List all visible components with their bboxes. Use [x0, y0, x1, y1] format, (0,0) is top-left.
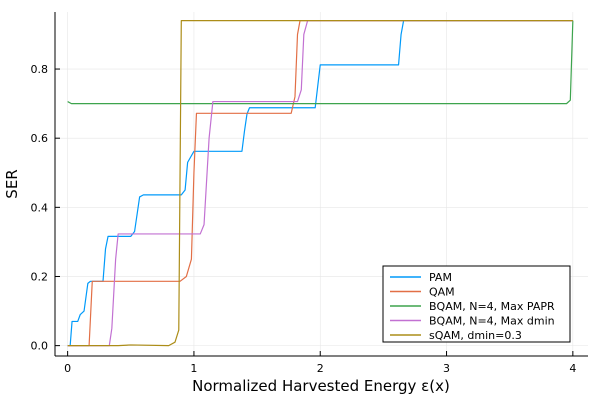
- legend-entry: BQAM, N=4, Max PAPR: [429, 300, 555, 313]
- x-tick-label: 1: [190, 362, 197, 375]
- series-line-bqam-n-4-max-papr: [67, 20, 574, 105]
- legend-entry: sQAM, dmin=0.3: [429, 329, 522, 342]
- x-axis-label: Normalized Harvested Energy ε(x): [192, 377, 450, 395]
- y-tick-label: 0.6: [31, 132, 49, 145]
- x-tick-label: 2: [317, 362, 324, 375]
- series-line-qam: [67, 20, 573, 347]
- y-tick-label: 0.2: [31, 270, 49, 283]
- series-layer: [67, 20, 574, 347]
- y-tick-label: 0.8: [31, 63, 49, 76]
- x-tick-label: 0: [64, 362, 71, 375]
- legend-entry: BQAM, N=4, Max dmin: [429, 315, 555, 328]
- x-tick-label: 4: [569, 362, 576, 375]
- series-line-sqam-dmin-0-3: [67, 20, 573, 347]
- y-tick-label: 0.4: [31, 201, 49, 214]
- series-line-bqam-n-4-max-dmin: [67, 20, 573, 347]
- x-tick-label: 3: [443, 362, 450, 375]
- tick-labels: 0 1 2 3 4 0.0 0.2 0.4 0.6 0.8: [31, 63, 577, 375]
- legend-box: [382, 265, 571, 343]
- y-axis-label: SER: [3, 169, 21, 198]
- legend-entry: PAM: [429, 271, 452, 284]
- legend-entry: QAM: [429, 286, 455, 299]
- y-tick-label: 0.0: [31, 340, 49, 353]
- series-line-pam: [67, 20, 573, 347]
